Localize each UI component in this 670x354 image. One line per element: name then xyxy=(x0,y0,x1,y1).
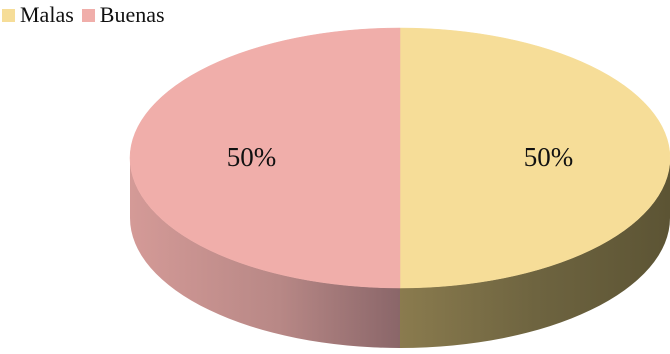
legend-swatch-buenas xyxy=(81,8,95,22)
legend-label-malas: Malas xyxy=(20,2,74,27)
legend-item-buenas: Buenas xyxy=(81,2,165,28)
legend-swatch-malas xyxy=(2,8,15,22)
slice-top-buenas xyxy=(129,27,401,289)
slice-top-malas xyxy=(399,27,670,289)
slice-side-malas xyxy=(400,158,670,348)
data-label-buenas: 50% xyxy=(227,142,277,172)
slice-side-buenas xyxy=(130,158,400,348)
legend-label-buenas: Buenas xyxy=(99,2,165,27)
legend-item-malas: Malas xyxy=(2,2,74,28)
data-label-malas: 50% xyxy=(524,142,574,172)
chart-legend: Malas Buenas xyxy=(2,2,173,28)
